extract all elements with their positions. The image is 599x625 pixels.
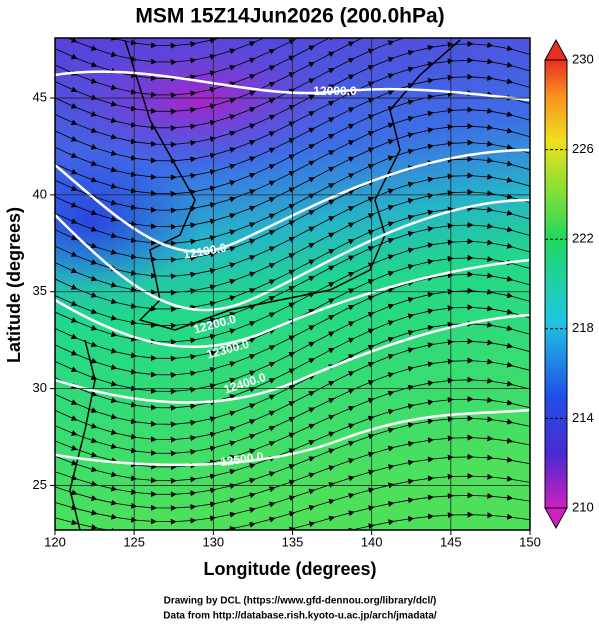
colorbar-extend (544, 38, 568, 61)
y-tick-label: 25 (33, 477, 47, 492)
x-tick-label: 120 (44, 534, 66, 549)
contour-line (55, 198, 530, 312)
y-axis-label: Latitude (degrees) (4, 207, 24, 363)
contour-label: 12000.0 (313, 84, 357, 98)
x-tick-label: 150 (519, 534, 541, 549)
colorbar-tick-label: 222 (572, 231, 594, 246)
credit: Drawing by DCL (https://www.gfd-dennou.o… (164, 596, 437, 607)
plot-area: 12000.012100.012200.012300.012400.012500… (55, 38, 530, 530)
y-tick-label: 30 (33, 380, 47, 395)
contour-line (55, 408, 530, 467)
x-axis-label: Longitude (degrees) (203, 559, 376, 579)
colorbar-tick-label: 210 (572, 499, 594, 514)
x-tick-label: 130 (202, 534, 224, 549)
colorbar-tick-label: 214 (572, 410, 594, 425)
colorbar (544, 59, 568, 509)
x-tick-label: 140 (361, 534, 383, 549)
colorbar-tick-label: 230 (572, 51, 594, 66)
contour-line (55, 70, 530, 102)
x-tick-label: 145 (440, 534, 462, 549)
colorbar-extend (544, 507, 568, 530)
contour-line (55, 258, 530, 349)
contour-line (55, 148, 530, 253)
contour-line (55, 313, 530, 404)
x-tick-label: 125 (123, 534, 145, 549)
y-tick-label: 40 (33, 186, 47, 201)
contour-label: 12500.0 (219, 449, 264, 469)
x-tick-label: 135 (282, 534, 304, 549)
credit: Data from http://database.rish.kyoto-u.a… (163, 611, 437, 622)
y-tick-label: 35 (33, 283, 47, 298)
y-tick-label: 45 (33, 89, 47, 104)
colorbar-tick-label: 226 (572, 141, 594, 156)
colorbar-tick-label: 218 (572, 320, 594, 335)
title: MSM 15Z14Jun2026 (200.0hPa) (135, 5, 444, 28)
